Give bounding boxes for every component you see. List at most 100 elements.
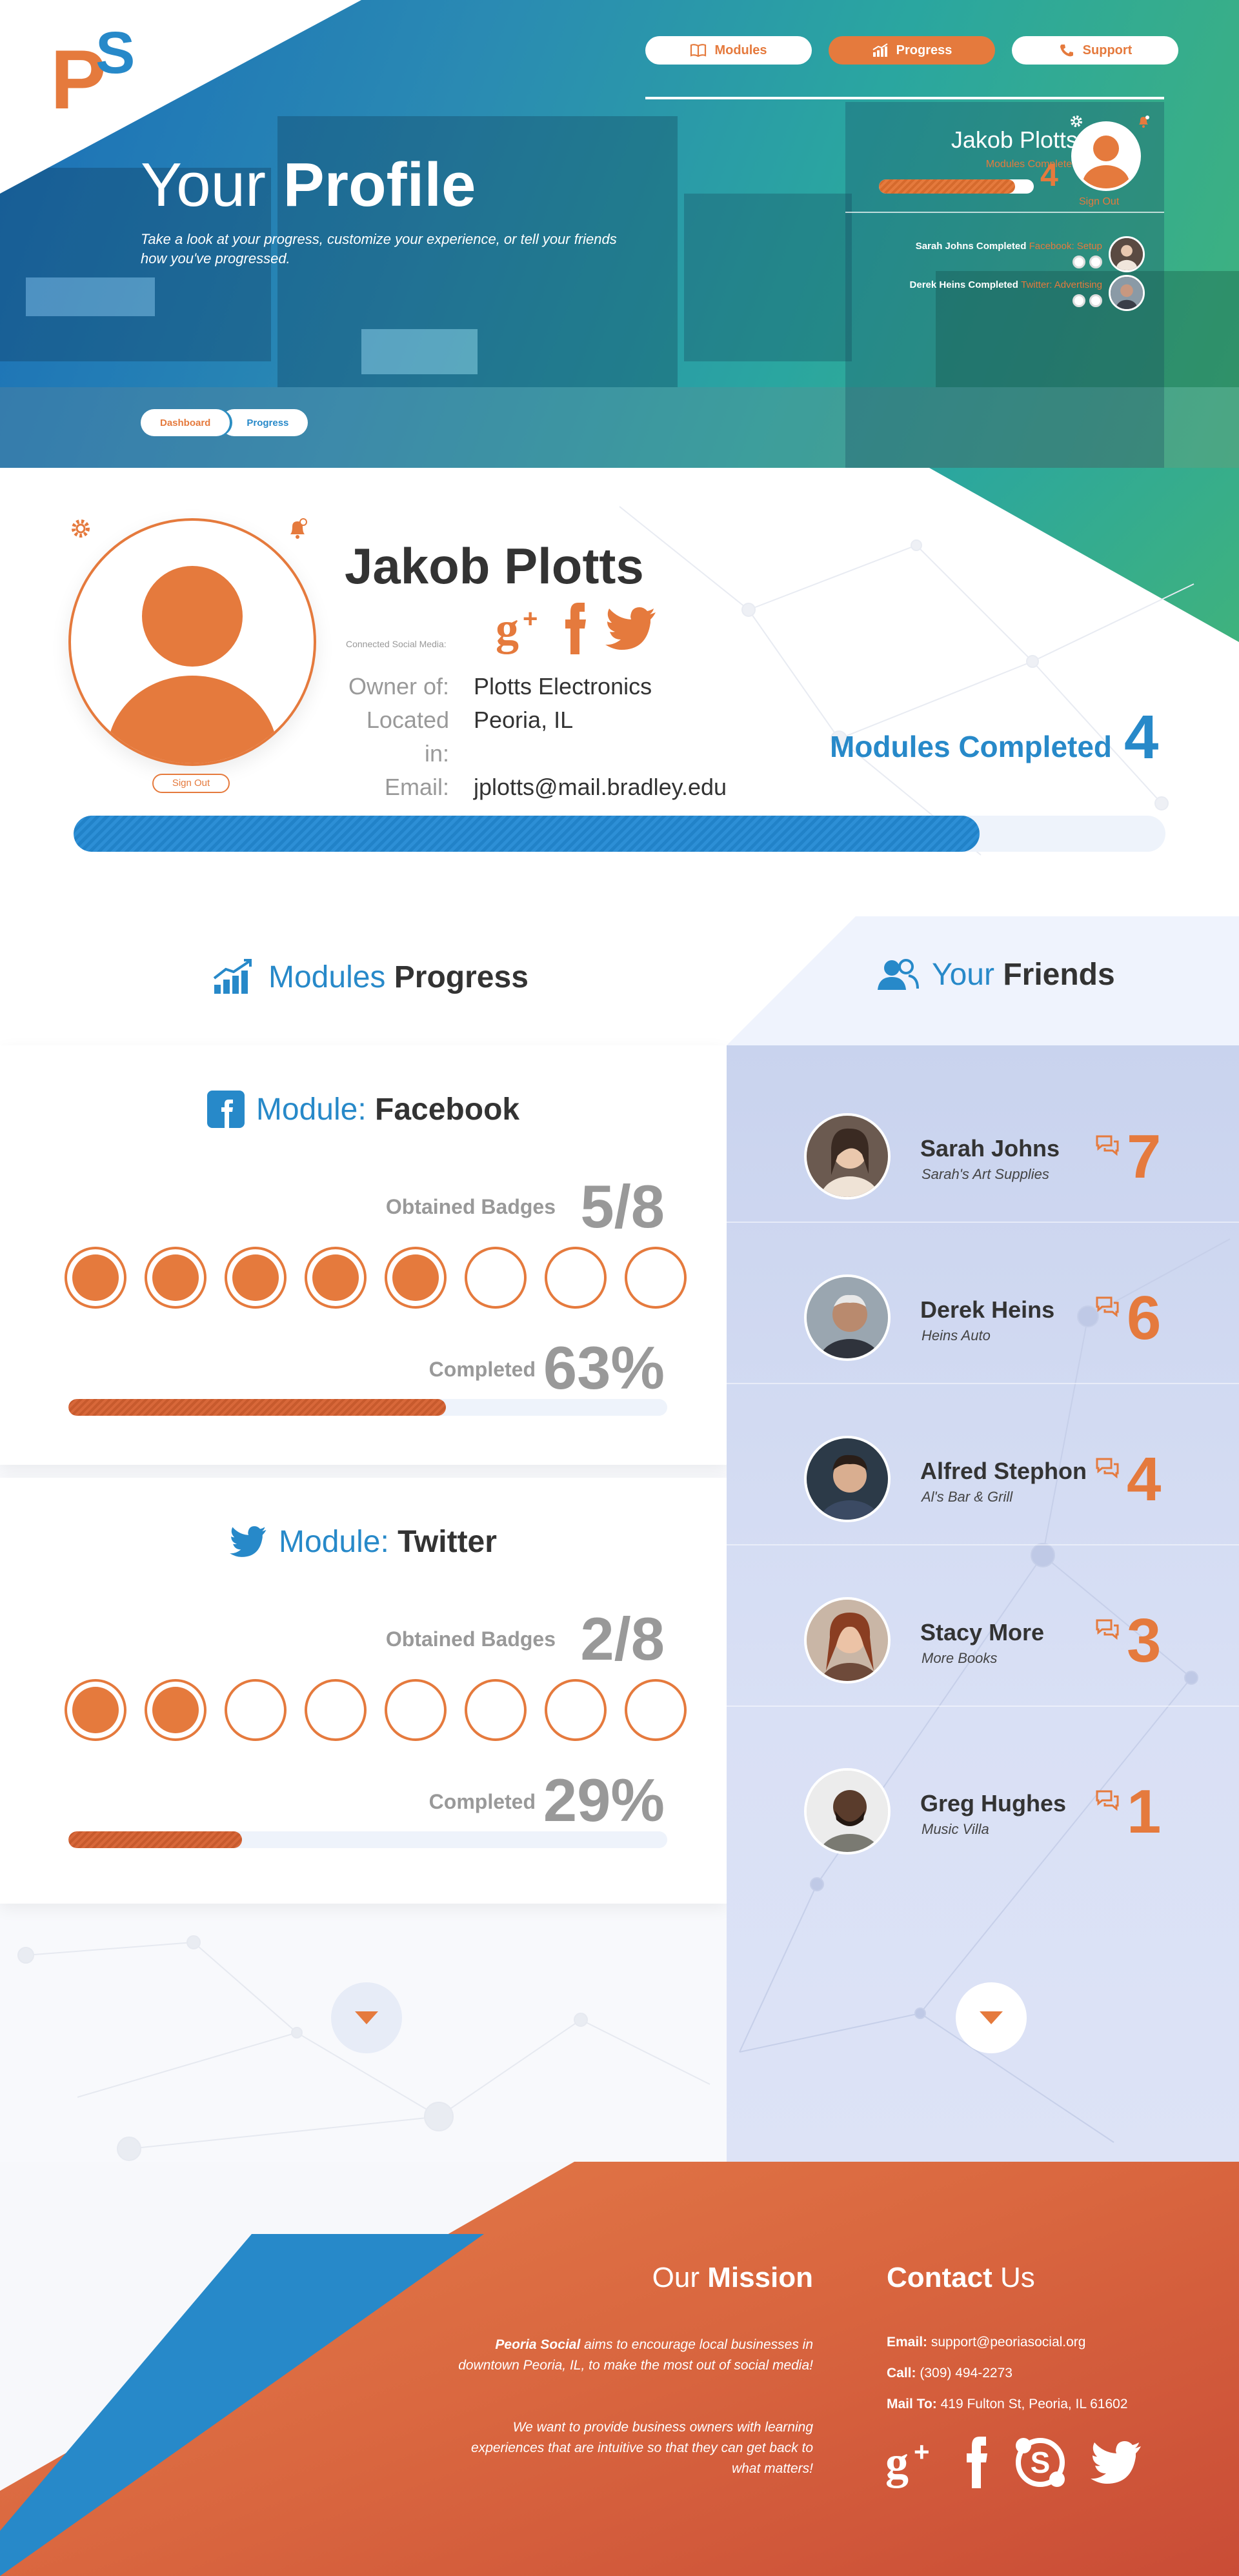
- mini-profile-header: Jakob Plotts Modules Completed 4 Sign Ou…: [845, 102, 1164, 213]
- google-plus-icon[interactable]: g +: [494, 603, 546, 654]
- facebook-square-icon: [206, 1091, 245, 1128]
- facebook-icon[interactable]: [964, 2437, 990, 2488]
- friend-avatar: [804, 1274, 891, 1361]
- badge-locked[interactable]: [545, 1679, 607, 1741]
- badge-earned[interactable]: [305, 1247, 367, 1309]
- friend-row[interactable]: Sarah Johns Sarah's Art Supplies 7: [727, 1062, 1239, 1223]
- profile-name: Jakob Plotts: [345, 538, 644, 594]
- feed-reaction-icons: [916, 255, 1102, 268]
- feed-avatar: [1109, 275, 1145, 311]
- detail-location: Located in: Peoria, IL: [366, 707, 574, 767]
- friend-row[interactable]: Stacy More More Books 3: [727, 1545, 1239, 1707]
- friend-modules-count: 6: [1127, 1283, 1162, 1353]
- sign-out-button[interactable]: Sign Out: [152, 774, 230, 793]
- friend-business: Al's Bar & Grill: [922, 1489, 1013, 1505]
- badge-locked[interactable]: [545, 1247, 607, 1309]
- svg-text:g: g: [885, 2437, 909, 2488]
- contact-us-heading: Contact Us: [887, 2262, 1035, 2293]
- friends-scroll-down-button[interactable]: [956, 1982, 1027, 2053]
- chat-icon: [1096, 1458, 1119, 1479]
- feed-text: Sarah Johns Completed Facebook: Setup: [915, 240, 1102, 252]
- bell-icon[interactable]: [1136, 114, 1151, 129]
- badge-locked[interactable]: [385, 1679, 447, 1741]
- badge-locked[interactable]: [465, 1247, 527, 1309]
- skype-icon[interactable]: S: [1014, 2437, 1066, 2488]
- badge-locked[interactable]: [305, 1679, 367, 1741]
- module-progress-fill: [68, 1399, 446, 1416]
- twitter-icon[interactable]: [605, 603, 657, 654]
- hero-banner: [0, 0, 1239, 468]
- page-subtitle: Take a look at your progress, customize …: [141, 231, 617, 267]
- obtained-badges-label: Obtained Badges: [385, 1195, 556, 1218]
- modules-completed-label: Modules Completed: [830, 730, 1113, 763]
- module-card-facebook[interactable]: Module: Facebook Obtained Badges 5/8 Com…: [0, 1045, 727, 1465]
- friend-avatar: [804, 1436, 891, 1522]
- notification-bell-icon[interactable]: [285, 516, 310, 541]
- twitter-icon[interactable]: [1091, 2437, 1142, 2488]
- contact-phone[interactable]: Call: (309) 494-2273: [887, 2366, 1012, 2380]
- connected-social-icons: g +: [494, 603, 657, 654]
- badge-locked[interactable]: [225, 1679, 287, 1741]
- badge-row: [65, 1679, 687, 1741]
- svg-text:+: +: [914, 2437, 930, 2467]
- friend-row[interactable]: Greg Hughes Music Villa 1: [727, 1716, 1239, 1878]
- friend-business: Music Villa: [922, 1821, 989, 1837]
- facebook-icon[interactable]: [563, 603, 589, 654]
- breadcrumb-progress[interactable]: Progress: [221, 409, 308, 436]
- feed-item[interactable]: Derek Heins Completed Twitter: Advertisi…: [845, 275, 1145, 311]
- badge-earned[interactable]: [145, 1679, 206, 1741]
- friend-modules-count: 7: [1127, 1122, 1162, 1191]
- nav-progress-button[interactable]: Progress: [829, 36, 995, 65]
- our-mission-heading: Our Mission: [652, 2262, 813, 2293]
- nav-progress-label: Progress: [896, 43, 952, 57]
- nav-modules-button[interactable]: Modules: [645, 36, 812, 65]
- badge-locked[interactable]: [625, 1247, 687, 1309]
- gear-icon[interactable]: [1069, 114, 1084, 129]
- badge-locked[interactable]: [625, 1679, 687, 1741]
- mini-progress-fill: [879, 179, 1016, 194]
- completed-percent: 29%: [543, 1766, 665, 1834]
- completed-percent: 63%: [543, 1334, 665, 1402]
- nav-modules-label: Modules: [714, 43, 767, 57]
- friend-row[interactable]: Derek Heins Heins Auto 6: [727, 1223, 1239, 1384]
- modules-scroll-down-button[interactable]: [331, 1982, 402, 2053]
- obtained-badges-count: 5/8: [580, 1172, 665, 1240]
- mini-profile-name: Jakob Plotts: [951, 126, 1078, 153]
- friend-avatar: [804, 1597, 891, 1684]
- chat-icon: [1096, 1135, 1119, 1156]
- badge-earned[interactable]: [65, 1679, 126, 1741]
- profile-details: Owner of: Plotts Electronics Located in: P…: [336, 670, 727, 804]
- completed-label: Completed: [428, 1790, 536, 1813]
- svg-text:g: g: [496, 603, 519, 654]
- footer-social-links: g + S: [885, 2437, 1142, 2488]
- mini-avatar[interactable]: [1071, 121, 1141, 191]
- modules-progress-heading: Modules Progress: [213, 959, 529, 995]
- mini-sign-out-link[interactable]: Sign Out: [1079, 196, 1120, 207]
- modules-completed-count: 4: [1124, 703, 1159, 772]
- badge-earned[interactable]: [65, 1247, 126, 1309]
- badge-locked[interactable]: [465, 1679, 527, 1741]
- settings-gear-icon[interactable]: [68, 516, 93, 541]
- badge-earned[interactable]: [225, 1247, 287, 1309]
- friend-row[interactable]: Alfred Stephon Al's Bar & Grill 4: [727, 1384, 1239, 1545]
- badge-earned[interactable]: [145, 1247, 206, 1309]
- profile-avatar[interactable]: [68, 518, 316, 766]
- your-friends-heading: Your Friends: [876, 956, 1115, 992]
- contact-email[interactable]: Email: support@peoriasocial.org: [887, 2335, 1086, 2350]
- badge-earned[interactable]: [385, 1247, 447, 1309]
- feed-item[interactable]: Sarah Johns Completed Facebook: Setup: [845, 236, 1145, 272]
- google-plus-icon[interactable]: g +: [885, 2437, 940, 2488]
- friend-name: Greg Hughes: [920, 1790, 1067, 1816]
- breadcrumb-dashboard[interactable]: Dashboard: [141, 409, 230, 436]
- module-card-twitter[interactable]: Module: Twitter Obtained Badges 2/8 Comp…: [0, 1478, 727, 1904]
- obtained-badges-count: 2/8: [580, 1605, 665, 1673]
- user-silhouette-icon: [1074, 124, 1138, 188]
- chat-icon: [1096, 1790, 1119, 1811]
- phone-icon: [1060, 45, 1073, 57]
- completed-label: Completed: [428, 1358, 536, 1381]
- detail-owner: Owner of: Plotts Electronics: [348, 673, 652, 699]
- nav-support-button[interactable]: Support: [1012, 36, 1178, 65]
- friend-name: Derek Heins: [920, 1296, 1055, 1323]
- feed-avatar: [1109, 236, 1145, 272]
